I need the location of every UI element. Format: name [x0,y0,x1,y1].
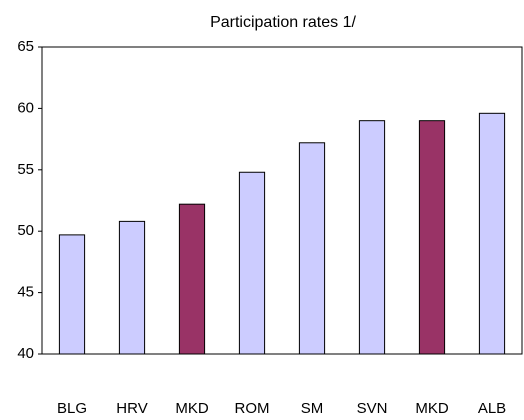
bar [358,120,386,355]
bar [118,220,146,355]
x-tick-label: SM [301,400,324,417]
x-tick-label: ALB [478,400,506,417]
x-tick-label: MKD [175,400,209,417]
x-tick-label: MKD [415,400,449,417]
bar [58,234,86,355]
y-tick-label: 50 [17,222,34,239]
y-tick-label: 45 [17,284,34,301]
y-tick-label: 55 [17,161,34,178]
x-tick-label: BLG [57,400,87,417]
plot-frame [41,46,523,355]
bar [178,203,206,355]
chart-title: Participation rates 1/ [210,14,356,31]
y-tick-label: 65 [17,38,34,55]
x-tick-label: ROM [235,400,270,417]
bar [238,171,266,355]
y-tick-label: 60 [17,99,34,116]
x-tick-label: SVN [357,400,388,417]
x-tick-label: HRV [116,400,147,417]
bar [298,142,326,355]
bar [478,112,506,355]
y-tick-label: 40 [17,345,34,362]
bar [418,120,446,355]
